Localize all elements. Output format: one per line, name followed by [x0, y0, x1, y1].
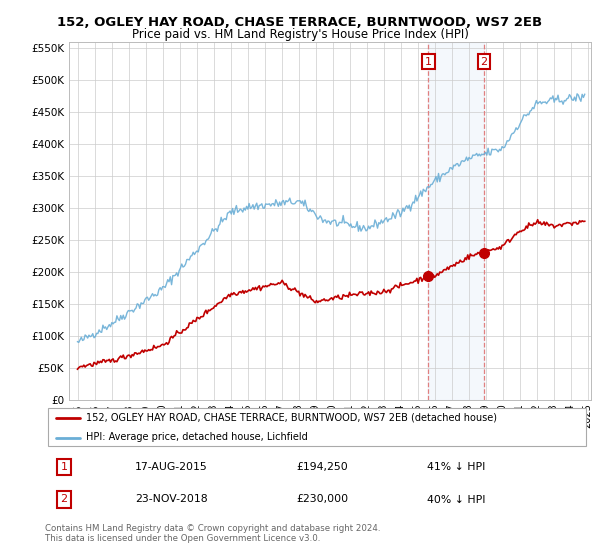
Text: 17-AUG-2015: 17-AUG-2015 [135, 462, 208, 472]
Text: 2: 2 [61, 494, 68, 505]
Text: 23-NOV-2018: 23-NOV-2018 [135, 494, 208, 505]
Text: 152, OGLEY HAY ROAD, CHASE TERRACE, BURNTWOOD, WS7 2EB (detached house): 152, OGLEY HAY ROAD, CHASE TERRACE, BURN… [86, 413, 497, 423]
Text: £230,000: £230,000 [296, 494, 348, 505]
Text: 40% ↓ HPI: 40% ↓ HPI [427, 494, 486, 505]
Text: 1: 1 [61, 462, 68, 472]
Text: 41% ↓ HPI: 41% ↓ HPI [427, 462, 485, 472]
Text: HPI: Average price, detached house, Lichfield: HPI: Average price, detached house, Lich… [86, 432, 308, 442]
FancyBboxPatch shape [48, 408, 586, 446]
Text: £194,250: £194,250 [296, 462, 348, 472]
Text: 1: 1 [425, 57, 432, 67]
Text: Contains HM Land Registry data © Crown copyright and database right 2024.
This d: Contains HM Land Registry data © Crown c… [45, 524, 380, 543]
Bar [428, 42, 484, 400]
Text: 152, OGLEY HAY ROAD, CHASE TERRACE, BURNTWOOD, WS7 2EB: 152, OGLEY HAY ROAD, CHASE TERRACE, BURN… [58, 16, 542, 29]
Text: Price paid vs. HM Land Registry's House Price Index (HPI): Price paid vs. HM Land Registry's House … [131, 28, 469, 41]
Text: 2: 2 [481, 57, 487, 67]
